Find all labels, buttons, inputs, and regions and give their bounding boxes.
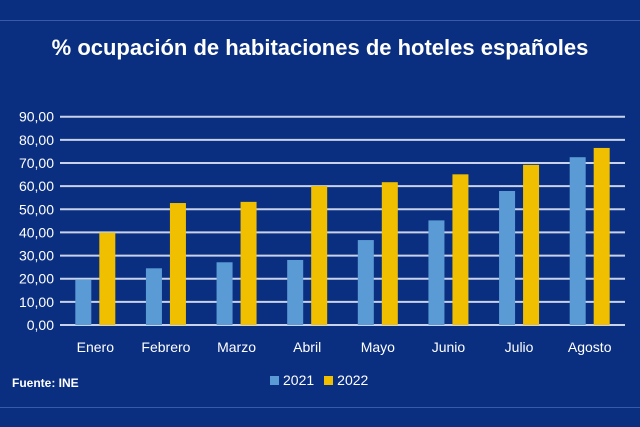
x-tick-label: Junio — [432, 339, 466, 355]
y-tick-label: 20,00 — [19, 271, 54, 287]
bar-2021-mayo — [357, 240, 374, 325]
bar-2021-febrero — [145, 268, 162, 325]
bar-2022-mayo — [381, 182, 398, 325]
legend-swatch-2021 — [270, 376, 279, 385]
y-tick-label: 0,00 — [27, 317, 54, 333]
bar-2022-julio — [523, 164, 540, 325]
legend-label: 2021 — [283, 372, 315, 388]
bar-2022-agosto — [593, 147, 610, 325]
x-tick-label: Enero — [77, 339, 115, 355]
legend-swatch-2022 — [324, 376, 334, 385]
x-tick-label: Febrero — [141, 339, 190, 355]
x-tick-label: Agosto — [568, 339, 612, 355]
y-tick-label: 70,00 — [19, 155, 54, 171]
bar-2021-julio — [499, 190, 516, 325]
y-tick-label: 60,00 — [19, 178, 54, 194]
bar-2022-junio — [452, 174, 469, 325]
legend-label: 2022 — [337, 372, 369, 388]
bar-2021-marzo — [216, 262, 233, 325]
bar-2021-junio — [428, 220, 445, 325]
y-tick-label: 10,00 — [19, 294, 54, 310]
y-tick-label: 80,00 — [19, 132, 54, 148]
bar-2022-enero — [99, 232, 116, 325]
y-tick-label: 30,00 — [19, 248, 54, 264]
legend-item-2021: 2021 — [270, 372, 314, 388]
source-note: Fuente: INE — [12, 376, 79, 390]
y-tick-label: 90,00 — [19, 109, 54, 125]
legend: 2021 2022 — [270, 372, 368, 388]
x-tick-label: Mayo — [361, 339, 395, 355]
bar-2021-enero — [75, 279, 92, 325]
y-tick-label: 50,00 — [19, 201, 54, 217]
y-tick-label: 40,00 — [19, 224, 54, 240]
bar-2021-abril — [287, 259, 304, 325]
bar-2022-febrero — [169, 203, 186, 325]
chart-title: % ocupación de habitaciones de hoteles e… — [51, 35, 589, 60]
chart-frame — [0, 20, 640, 408]
bar-2022-marzo — [240, 201, 257, 325]
legend-item-2022: 2022 — [324, 372, 368, 388]
x-tick-label: Julio — [505, 339, 534, 355]
bar-2021-agosto — [569, 157, 586, 325]
x-tick-label: Marzo — [217, 339, 256, 355]
bar-2022-abril — [311, 185, 328, 325]
x-tick-label: Abril — [293, 339, 321, 355]
